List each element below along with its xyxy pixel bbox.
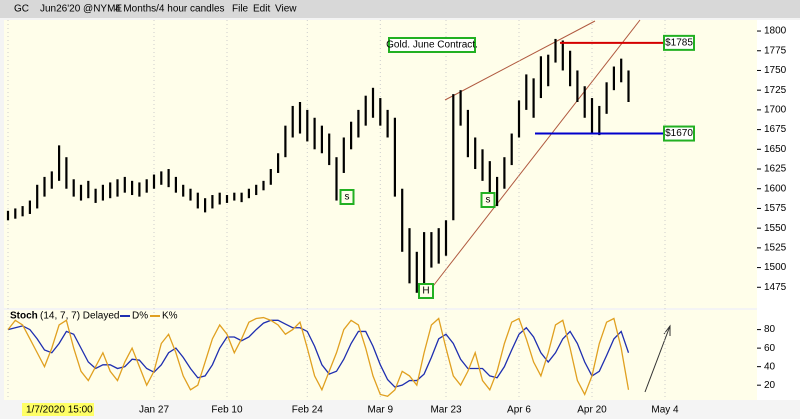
y-tick-label: 1775 [764,45,787,56]
x-tick-label: Jan 27 [139,405,169,416]
period: 4 Months/4 hour candles [115,4,225,15]
x-tick-label: Feb 24 [292,405,324,416]
annotation-box [480,192,496,208]
x-tick-label: Feb 10 [211,405,243,416]
y-tick-label: 1500 [764,262,787,273]
y-tick-label: 1800 [764,26,787,37]
y-tick-label: 1725 [764,85,787,96]
y-tick-label: 1525 [764,243,787,254]
legend-label: D% [132,311,148,322]
y-tick-label: 60 [764,343,776,354]
symbol: GC [14,4,29,15]
y-tick-label: 40 [764,361,776,372]
x-tick-label: 1/7/2020 15:00 [26,405,93,416]
y-tick-label: 1575 [764,203,787,214]
axis-strip [757,20,800,400]
trend-line [429,19,641,291]
menu-item[interactable]: Edit [253,4,270,15]
cursor-label-bg [22,403,94,416]
arrow [644,325,671,393]
toolbar [0,0,800,18]
y-tick-label: 80 [764,324,776,335]
annotation-box [339,189,355,205]
annotation: s [345,192,350,203]
annotation-box [388,37,476,53]
trend-line [444,20,596,101]
level-box [663,125,695,142]
x-tick-label: Mar 23 [430,405,462,416]
annotation: H [422,286,429,297]
x-tick-label: Mar 9 [368,405,394,416]
y-tick-label: 1700 [764,105,787,116]
stoch-line [7,319,630,388]
level-label: $1785 [665,38,693,49]
level-label: $1670 [665,128,693,139]
x-tick-label: Apr 20 [577,405,607,416]
y-tick-label: 1625 [764,164,787,175]
y-tick-label: 1675 [764,124,787,135]
stoch-line [7,316,630,398]
legend-label: K% [162,311,178,322]
stoch-params: (14, 7, 7) Delayed [40,311,120,322]
menu-item[interactable]: File [232,4,249,15]
x-tick-label: Apr 6 [507,405,531,416]
stoch-title: Stoch [10,311,38,322]
annotation: s [486,195,491,206]
x-tick-label: May 4 [651,405,679,416]
contract: Jun26'20 @NYME [40,4,122,15]
y-tick-label: 1650 [764,144,787,155]
annotation-box [418,283,434,299]
arrow-head [663,324,671,336]
stoch-panel [4,310,757,400]
y-tick-label: 20 [764,380,776,391]
y-tick-label: 1475 [764,282,787,293]
y-tick-label: 1600 [764,183,787,194]
level-box [663,34,695,51]
menu-item[interactable]: View [275,4,297,15]
annotation: Gold. June Contract. [386,40,478,51]
y-tick-label: 1550 [764,223,787,234]
y-tick-label: 1750 [764,65,787,76]
